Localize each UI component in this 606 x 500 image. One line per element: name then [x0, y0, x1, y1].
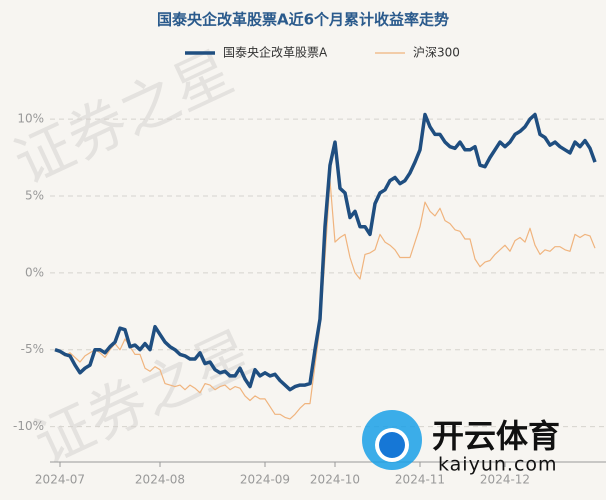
- x-tick-label: 2024-12: [480, 473, 530, 487]
- y-tick-label: -10%: [13, 419, 44, 433]
- y-tick-label: 0%: [25, 265, 44, 279]
- logo: 开云体育 kaiyun.com: [362, 410, 560, 476]
- x-tick-label: 2024-07: [35, 473, 85, 487]
- plot: 10% 5% 0% -5% -10% 2024-07 2024-08 2024-09 2024-…: [13, 45, 606, 487]
- logo-ball-inner: [379, 432, 405, 458]
- chart-title: 国泰央企改革股票A近6个月累计收益率走势: [157, 11, 449, 29]
- legend-label: 国泰央企改革股票A: [223, 45, 328, 60]
- logo-url: kaiyun.com: [438, 454, 558, 476]
- legend-label: 沪深300: [413, 46, 460, 60]
- logo-text: 开云体育: [432, 417, 560, 455]
- y-tick-label: 10%: [17, 112, 44, 126]
- x-tick-label: 2024-10: [310, 473, 360, 487]
- x-tick-label: 2024-09: [240, 473, 290, 487]
- series-line: [54, 112, 597, 392]
- y-tick-label: 5%: [25, 188, 44, 202]
- y-tick-label: -5%: [21, 342, 44, 356]
- x-tick-label: 2024-08: [135, 473, 185, 487]
- x-tick-label: 2024-11: [395, 473, 445, 487]
